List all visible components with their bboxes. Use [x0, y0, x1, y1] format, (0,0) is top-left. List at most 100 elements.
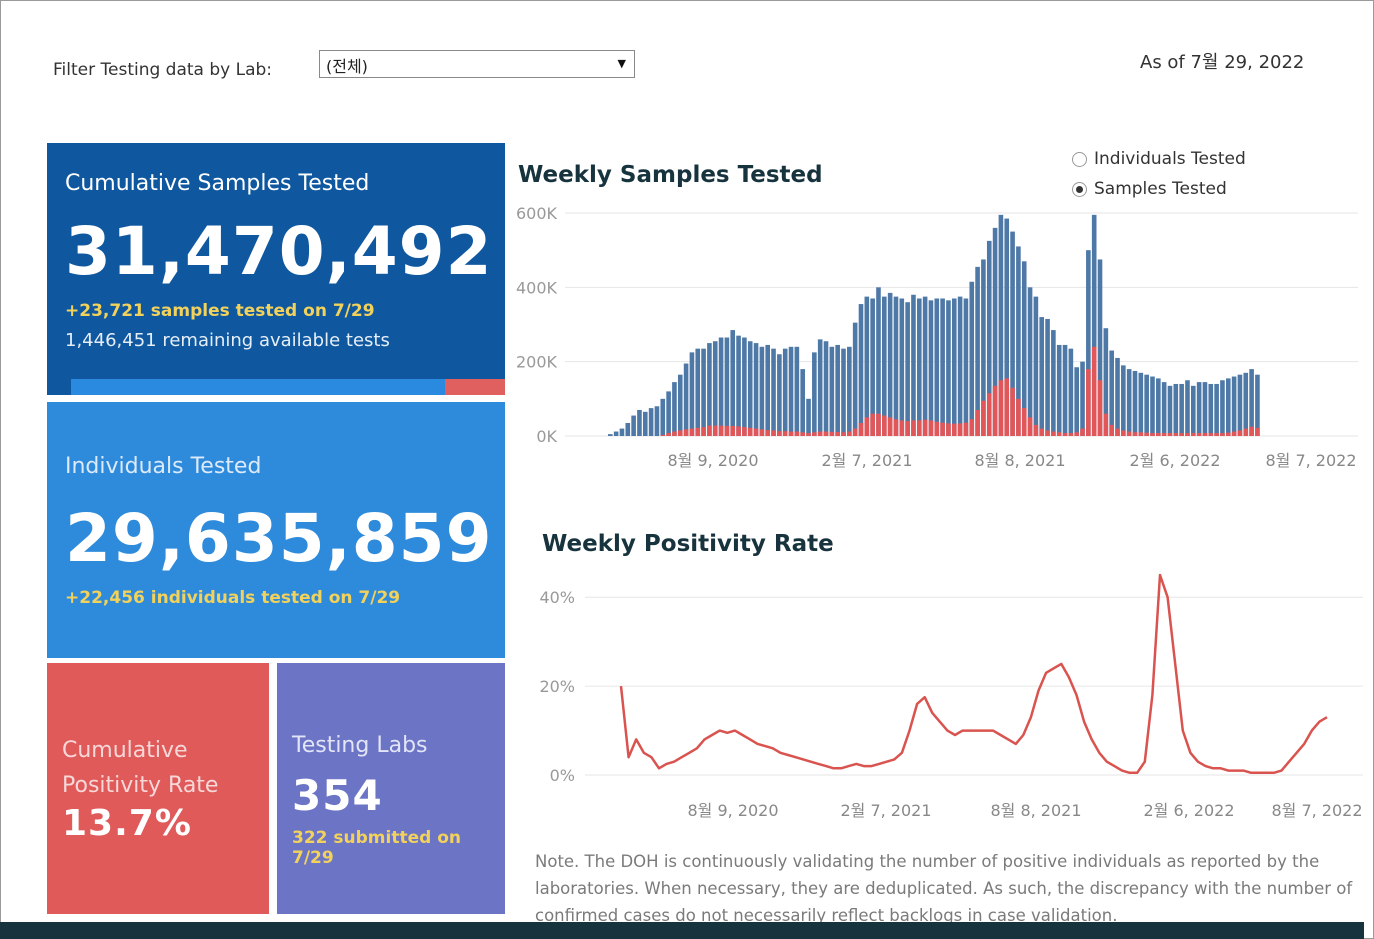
card-daily-change: 322 submitted on 7/29 [292, 828, 461, 868]
bar-positive [1056, 432, 1062, 436]
bar-samples [1208, 383, 1214, 436]
bar-samples [835, 344, 840, 436]
dropdown-arrow-icon[interactable]: ▼ [617, 57, 626, 70]
bar-positive [946, 423, 951, 436]
y-tick-label: 20% [539, 677, 575, 696]
bar-samples [718, 337, 724, 436]
bar-samples [724, 337, 730, 436]
x-tick-label: 8월 8, 2021 [974, 451, 1065, 470]
bar-positive [882, 415, 887, 436]
bar-positive [677, 430, 683, 436]
bar-samples [608, 434, 613, 436]
bar-positive [887, 417, 893, 436]
bar-samples [847, 346, 852, 436]
as-of-date: As of 7월 29, 2022 [1140, 52, 1305, 73]
radio-individuals-tested[interactable]: Individuals Tested [1072, 144, 1246, 174]
bar-samples [1027, 287, 1033, 436]
card-value: 354 [292, 771, 383, 820]
bar-positive [788, 431, 794, 436]
bar-positive [1179, 433, 1184, 436]
radio-samples-tested[interactable]: Samples Tested [1072, 174, 1246, 204]
bar-positive [1039, 428, 1045, 436]
bar-samples [1109, 350, 1114, 436]
radio-selected-icon[interactable] [1072, 181, 1087, 197]
bar-samples [951, 298, 957, 436]
bar-positive [660, 434, 666, 436]
bar-samples [707, 343, 712, 436]
bar-samples [637, 409, 642, 436]
bar-samples [1185, 380, 1190, 436]
bar-positive [1109, 424, 1114, 436]
bar-positive [998, 380, 1004, 436]
bar-positive [1237, 430, 1243, 436]
bar-positive [1156, 433, 1161, 436]
bar-samples [1255, 374, 1260, 436]
bar-positive [823, 431, 829, 436]
bar-positive [928, 420, 934, 436]
bar-samples [625, 422, 631, 436]
positivity-line [619, 573, 1328, 775]
bar-positive [1132, 432, 1138, 436]
bar-positive [1080, 428, 1085, 436]
bar-positive [1021, 408, 1027, 436]
bar-samples [1039, 317, 1045, 436]
bar-samples [753, 343, 759, 436]
lab-filter-dropdown[interactable]: (전체) ▼ [319, 50, 635, 78]
y-tick-label: 400K [516, 278, 558, 297]
bar-samples [742, 337, 747, 436]
bar-positive [1051, 431, 1056, 436]
bar-samples [613, 431, 619, 436]
bar-positive [1045, 430, 1050, 436]
bar-samples [969, 281, 975, 436]
bar-samples [1220, 380, 1225, 436]
bar-samples [1150, 376, 1155, 436]
radio-circle-icon[interactable] [1072, 151, 1087, 167]
bar-positive [1121, 430, 1126, 436]
bar-positive [852, 428, 858, 436]
bar-samples [957, 296, 963, 436]
bar-positive [1225, 432, 1231, 436]
bar-samples [1115, 357, 1120, 436]
tests-used-bar [71, 379, 445, 395]
bar-samples [1068, 348, 1074, 436]
bar-positive [969, 419, 975, 436]
bar-positive [1255, 427, 1260, 436]
bar-samples [1231, 376, 1237, 436]
x-tick-label: 8월 7, 2022 [1265, 451, 1356, 470]
bar-positive [1138, 432, 1144, 436]
bar-positive [782, 431, 788, 436]
bar-samples [1062, 344, 1068, 436]
bar-positive [905, 421, 910, 436]
bar-positive [1243, 428, 1249, 436]
bar-positive [1126, 431, 1132, 436]
bar-positive [812, 432, 817, 436]
bar-samples [619, 428, 625, 436]
bar-positive [1220, 433, 1225, 436]
bar-samples [648, 408, 654, 436]
bar-samples [1191, 385, 1196, 436]
bar-samples [882, 296, 887, 436]
weekly-samples-chart: 600K 400K 200K 0K 8월 9, 2020 2월 7, 2021 8월 8, … [516, 204, 1358, 470]
bar-samples [1237, 374, 1243, 436]
chart-metric-toggle: Individuals Tested Samples Tested [1072, 144, 1246, 204]
bar-positive [777, 431, 782, 436]
bar-positive [1086, 369, 1091, 436]
radio-label: Samples Tested [1094, 179, 1227, 199]
bar-positive [1191, 433, 1196, 436]
bar-samples [660, 398, 666, 436]
bar-positive [1208, 433, 1214, 436]
filter-label: Filter Testing data by Lab: [53, 60, 273, 80]
bar-positive [753, 428, 759, 436]
bar-samples [940, 298, 945, 436]
bar-positive [730, 425, 736, 436]
bar-positive [864, 417, 870, 436]
bar-positive [957, 423, 963, 436]
bar-positive [759, 429, 765, 436]
x-tick-label: 2월 6, 2022 [1143, 801, 1234, 820]
lab-filter-value: (전체) [326, 57, 368, 76]
bar-samples [1103, 328, 1109, 436]
card-title-line1: Cumulative [62, 738, 188, 763]
bar-positive [712, 425, 718, 436]
bar-samples [777, 354, 782, 436]
tests-remaining-bar [445, 379, 505, 395]
